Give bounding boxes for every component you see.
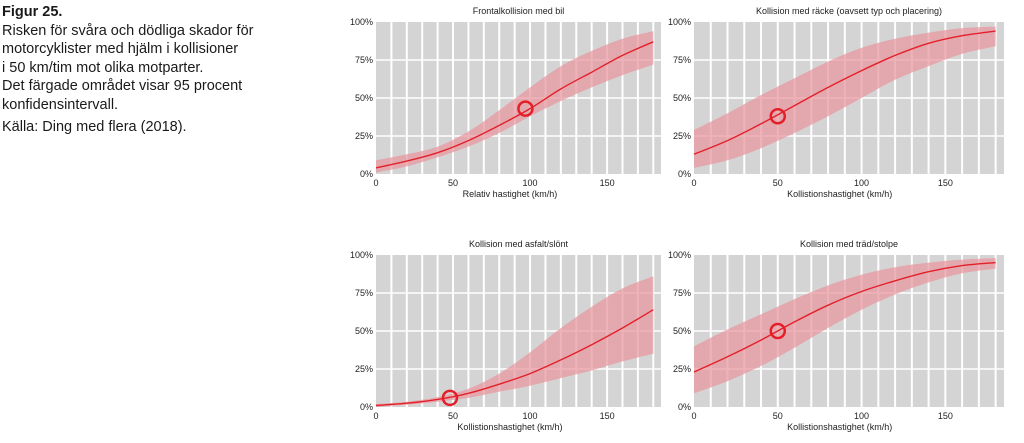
x-tick-label: 100 — [854, 178, 869, 188]
chart-title: Kollision med träd/stolpe — [800, 239, 898, 249]
y-tick-label: 0% — [360, 169, 373, 179]
x-tick-label: 50 — [773, 411, 783, 421]
x-tick-label: 100 — [523, 411, 538, 421]
risk-curve — [693, 30, 996, 155]
y-tick-label: 50% — [355, 326, 373, 336]
chart-title: Kollision med asfalt/slönt — [469, 239, 569, 249]
x-axis-label: Kollistionshastighet (km/h) — [787, 189, 892, 199]
y-tick-label: 75% — [355, 55, 373, 65]
highlight-marker — [769, 322, 787, 340]
y-tick-label: 75% — [355, 288, 373, 298]
risk-curve — [693, 261, 996, 373]
highlight-marker — [441, 389, 459, 407]
x-tick-label: 50 — [448, 178, 458, 188]
x-tick-label: 150 — [600, 178, 615, 188]
highlight-marker — [517, 100, 534, 117]
x-tick-label: 150 — [938, 411, 953, 421]
y-tick-label: 100% — [350, 250, 373, 260]
x-tick-label: 0 — [373, 178, 378, 188]
x-tick-label: 100 — [523, 178, 538, 188]
y-tick-label: 100% — [350, 17, 373, 27]
caption-line: motorcyklister med hjälm i kollisioner — [2, 41, 239, 57]
x-tick-label: 0 — [373, 411, 378, 421]
x-tick-label: 150 — [600, 411, 615, 421]
x-tick-label: 100 — [854, 411, 869, 421]
x-tick-label: 50 — [773, 178, 783, 188]
caption-line: i 50 km/tim mot olika motparter. — [2, 59, 204, 76]
risk-curve — [375, 309, 654, 407]
chart-title: Frontalkollision med bil — [473, 6, 565, 16]
y-tick-label: 75% — [673, 288, 691, 298]
caption-line: Risken för svåra och dödliga skador för — [2, 22, 254, 39]
x-tick-label: 50 — [448, 411, 458, 421]
confidence-band — [694, 258, 996, 394]
figure-title: Figur 25. — [2, 4, 63, 20]
y-tick-label: 25% — [673, 131, 691, 141]
x-tick-label: 0 — [691, 411, 696, 421]
y-tick-label: 50% — [355, 93, 373, 103]
y-tick-label: 100% — [668, 250, 691, 260]
y-tick-label: 0% — [678, 169, 691, 179]
confidence-band — [376, 31, 654, 173]
confidence-band — [694, 26, 996, 168]
y-tick-label: 25% — [355, 364, 373, 374]
y-tick-label: 0% — [678, 402, 691, 412]
y-tick-label: 0% — [360, 402, 373, 412]
x-axis-label: Relativ hastighet (km/h) — [463, 189, 558, 199]
figure-caption: Figur 25. Risken för svåra och dödliga s… — [2, 3, 287, 137]
caption-line: konfidensintervall. — [2, 96, 119, 113]
x-axis-label: Kollistionshastighet (km/h) — [787, 422, 892, 432]
x-tick-label: 0 — [691, 178, 696, 188]
figure-source: Källa: Ding med flera (2018). — [2, 119, 187, 135]
y-tick-label: 50% — [673, 93, 691, 103]
y-tick-label: 25% — [673, 364, 691, 374]
x-axis-label: Kollistionshastighet (km/h) — [457, 422, 562, 432]
highlight-marker — [769, 107, 787, 125]
x-tick-label: 150 — [938, 178, 953, 188]
risk-curve — [375, 41, 654, 169]
caption-line: Det färgade området visar 95 procent — [2, 78, 243, 94]
y-tick-label: 100% — [668, 17, 691, 27]
y-tick-label: 75% — [673, 55, 691, 65]
y-tick-label: 25% — [355, 131, 373, 141]
y-tick-label: 50% — [673, 326, 691, 336]
chart-title: Kollision med räcke (oavsett typ och pla… — [756, 6, 942, 16]
